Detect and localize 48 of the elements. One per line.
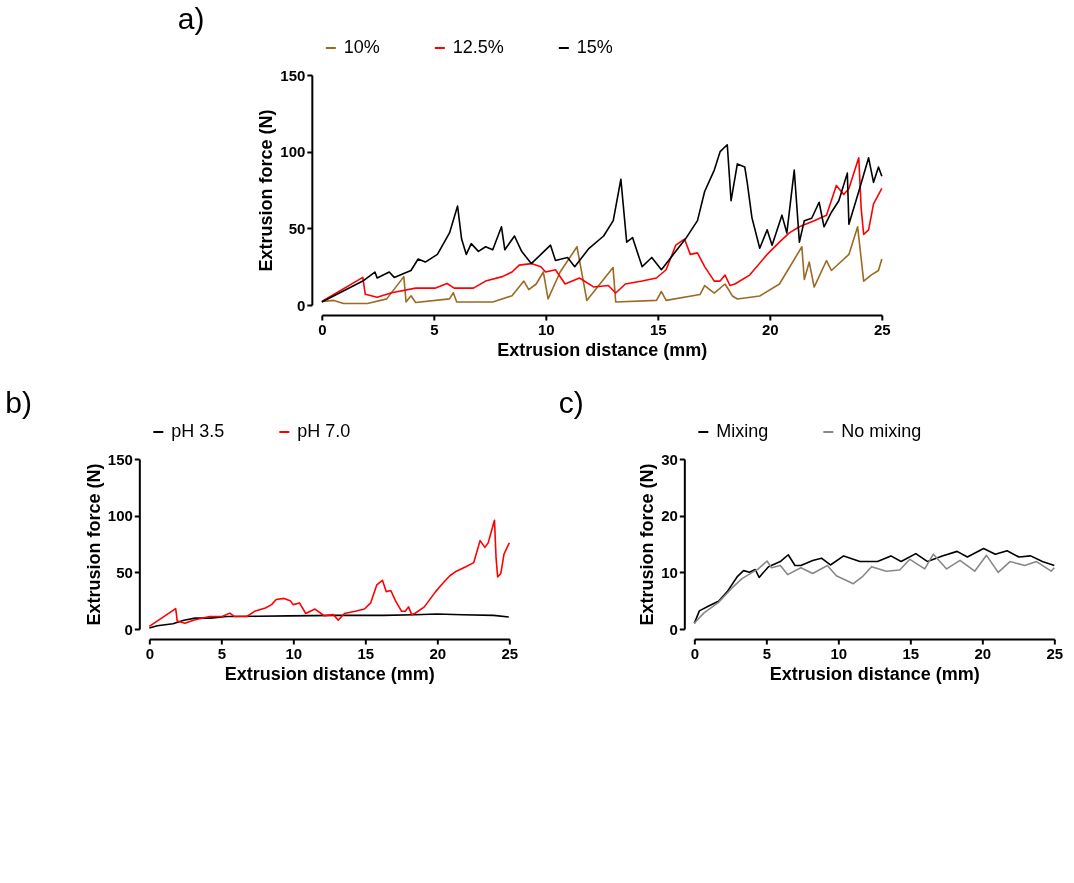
line-series — [148, 613, 510, 629]
y-tick-label: 10 — [661, 563, 678, 581]
y-tick-label: 50 — [288, 219, 306, 237]
y-tick-label: 150 — [107, 450, 133, 468]
chart-title: b) — [5, 386, 32, 419]
x-tick-label: 5 — [762, 644, 771, 662]
legend-label: pH 3.5 — [171, 421, 225, 441]
legend-label: No mixing — [841, 421, 922, 441]
y-tick-label: 30 — [661, 450, 678, 468]
legend-label: 15% — [576, 37, 613, 57]
legend-label: 10% — [343, 37, 380, 57]
y-tick-label: 0 — [124, 620, 133, 638]
y-tick-label: 100 — [107, 507, 133, 525]
y-tick-label: 150 — [280, 66, 306, 84]
y-tick-label: 0 — [669, 620, 678, 638]
x-tick-label: 25 — [873, 320, 891, 338]
chart-title: c) — [558, 386, 584, 419]
x-tick-label: 25 — [501, 644, 519, 662]
y-axis-title: Extrusion force (N) — [256, 109, 277, 272]
legend-label: pH 7.0 — [297, 421, 351, 441]
line-series — [321, 226, 883, 305]
x-tick-label: 15 — [357, 644, 375, 662]
x-tick-label: 20 — [974, 644, 992, 662]
x-tick-label: 0 — [690, 644, 699, 662]
x-tick-label: 5 — [217, 644, 226, 662]
x-tick-label: 15 — [649, 320, 667, 338]
x-tick-label: 0 — [318, 320, 327, 338]
y-tick-label: 100 — [280, 143, 306, 161]
x-tick-label: 10 — [537, 320, 555, 338]
x-tick-label: 10 — [830, 644, 848, 662]
x-tick-label: 0 — [145, 644, 154, 662]
x-axis-title: Extrusion distance (mm) — [224, 663, 435, 684]
x-tick-label: 15 — [902, 644, 920, 662]
x-tick-label: 20 — [429, 644, 447, 662]
y-axis-title: Extrusion force (N) — [637, 463, 658, 626]
legend-label: 12.5% — [452, 37, 504, 57]
chart-title: a) — [177, 2, 205, 35]
y-tick-label: 20 — [661, 507, 678, 525]
x-tick-label: 20 — [761, 320, 779, 338]
x-tick-label: 5 — [430, 320, 439, 338]
legend-label: Mixing — [716, 421, 769, 441]
y-tick-label: 0 — [296, 296, 306, 314]
x-tick-label: 25 — [1046, 644, 1064, 662]
x-axis-title: Extrusion distance (mm) — [769, 663, 980, 684]
y-tick-label: 50 — [116, 563, 133, 581]
line-series — [148, 519, 511, 628]
y-axis-title: Extrusion force (N) — [83, 463, 104, 626]
x-axis-title: Extrusion distance (mm) — [497, 339, 708, 360]
